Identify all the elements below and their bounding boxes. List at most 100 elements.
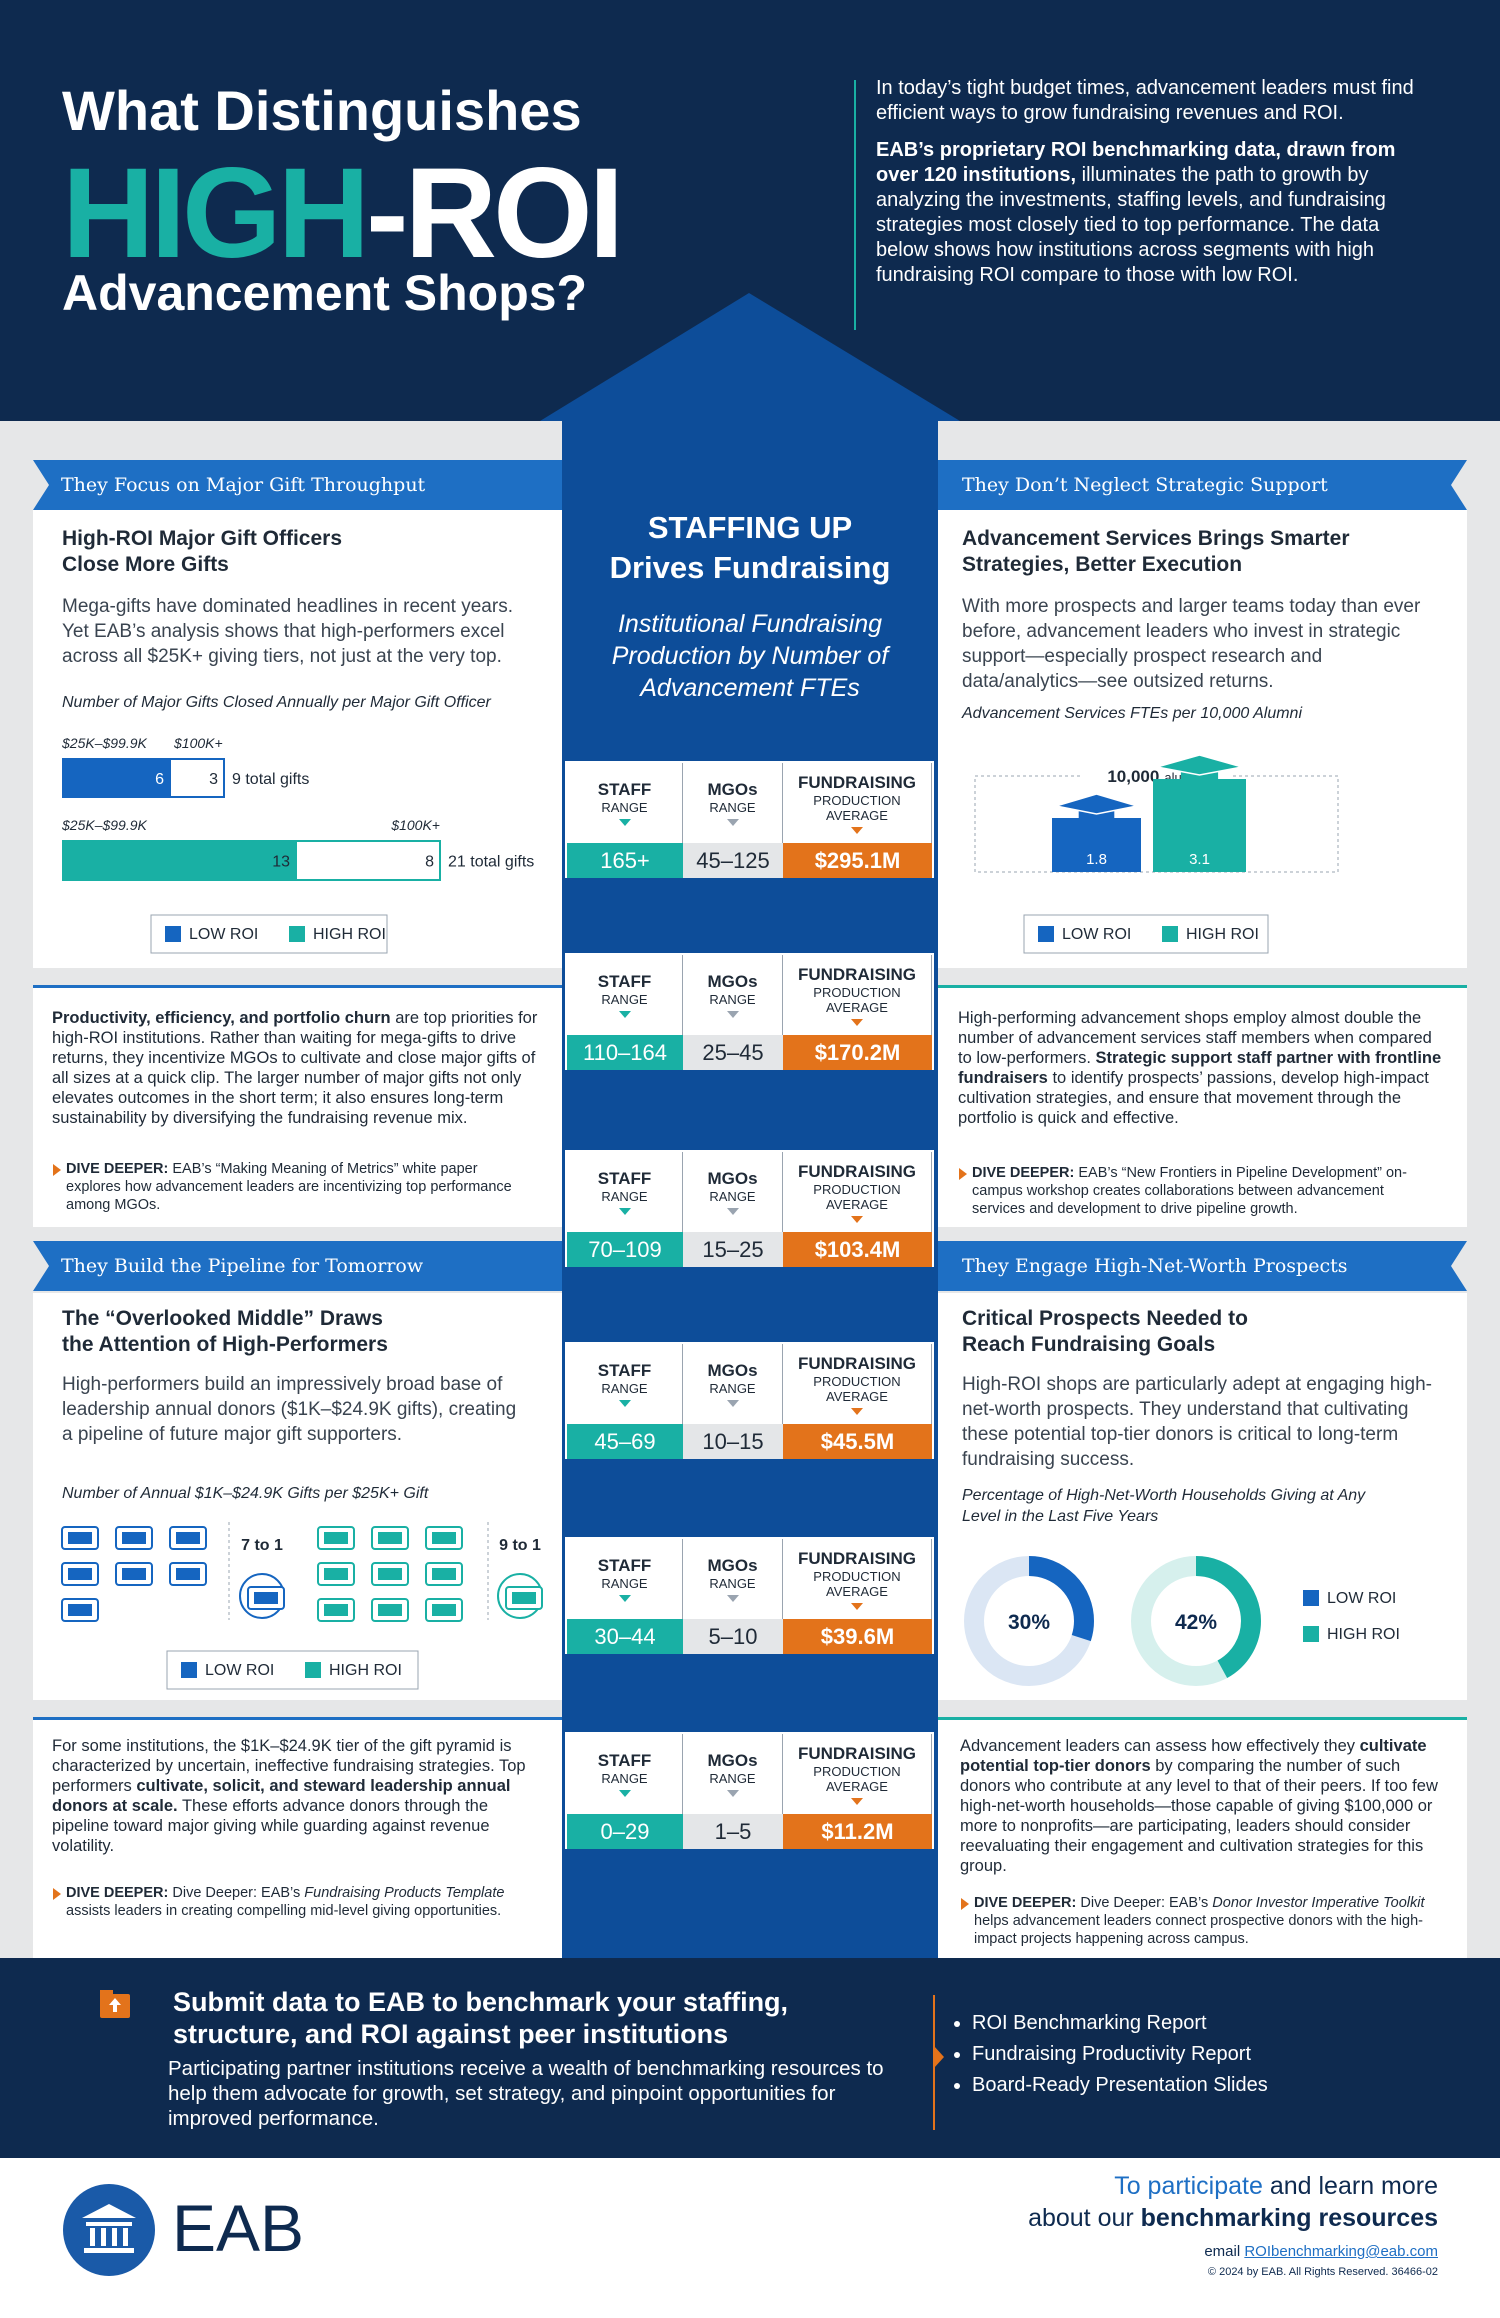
tier-value: 15–25 [683, 1232, 783, 1267]
intro-text: EAB’s proprietary ROI benchmarking data,… [876, 138, 1416, 288]
footer-bold: benchmarking resources [1140, 2204, 1438, 2232]
dive-deeper: DIVE DEEPER: EAB’s “New Frontiers in Pip… [958, 1164, 1438, 1218]
dive-text: Dive Deeper: EAB’s [1080, 1895, 1209, 1911]
tier-header: FUNDRAISING PRODUCTION AVERAGE [783, 1344, 932, 1424]
card-rule [938, 1717, 1467, 1720]
tier-header: MGOs RANGE [683, 1344, 783, 1424]
cta-bullet: Fundraising Productivity Report [972, 2039, 1268, 2070]
card-text: Advancement leaders can assess how effec… [960, 1736, 1450, 1876]
text: to identify prospects’ passions, develop… [958, 1069, 1429, 1127]
tier-sublabel: PRODUCTION [813, 1763, 901, 1779]
tier-table: STAFF RANGE 165+ MGOs RANGE 45–125 FUNDRAISING… [565, 761, 934, 878]
tier-value: 165+ [567, 843, 683, 878]
tier-header: STAFF RANGE [567, 1152, 683, 1232]
tier-sublabel: RANGE [601, 1189, 648, 1204]
tier-sublabel: RANGE [601, 992, 648, 1007]
dive-title: Donor Investor Imperative Toolkit [1212, 1895, 1425, 1911]
tier-table: STAFF RANGE 110–164 MGOs RANGE 25–45 FUNDRAISI… [565, 953, 934, 1070]
tier-header: MGOs RANGE [683, 763, 783, 843]
card-rule [33, 985, 562, 988]
dive-label: DIVE DEEPER: [972, 1165, 1075, 1181]
section-banner: They Focus on Major Gift Throughput [33, 460, 562, 510]
card-body: With more prospects and larger teams tod… [962, 596, 1421, 692]
chart-caption: Advancement Services FTEs per 10,000 Alu… [962, 705, 1303, 722]
tier-header: STAFF RANGE [567, 1734, 683, 1814]
tier-pointer [618, 1790, 631, 1797]
intro-text: In today’s tight budget times, advanceme… [876, 77, 1414, 124]
card [938, 1719, 1467, 1958]
footer-accent: To participate [1114, 2172, 1263, 2200]
tier-label: STAFF [597, 1169, 652, 1188]
card-body: High-performers build an impressively br… [62, 1374, 517, 1445]
tier-pointer [726, 1400, 739, 1407]
tier-sublabel: PRODUCTION [813, 1181, 901, 1197]
intro-bold: EAB’s proprietary ROI benchmarking data,… [876, 139, 1396, 186]
dive-label: DIVE DEEPER: [974, 1895, 1077, 1911]
card [33, 1719, 562, 1958]
card-rule [938, 985, 1467, 988]
tier-sublabel: AVERAGE [826, 1388, 888, 1404]
chart-caption: Number of Major Gifts Closed Annually pe… [62, 694, 491, 711]
card-heading: The “Overlooked Middle” Draws the Attent… [62, 1307, 388, 1356]
tier-value: 30–44 [567, 1619, 683, 1654]
tier-header: MGOs RANGE [683, 1539, 783, 1619]
tier-value: 1–5 [683, 1814, 783, 1849]
footer-line: To participate and learn more [1028, 2170, 1438, 2202]
tier-sublabel: AVERAGE [826, 1196, 888, 1212]
tier-sublabel: RANGE [601, 800, 648, 815]
tier-label: MGOs [707, 1751, 758, 1770]
tier-value: $295.1M [783, 843, 932, 878]
text: For some institutions, the $1K–$24.9K ti… [52, 1737, 526, 1795]
dive-label: DIVE DEEPER: [66, 1885, 169, 1901]
title-accent: HIGH [62, 142, 370, 285]
dive-text: helps advancement leaders connect prospe… [974, 1913, 1423, 1947]
dive-deeper: DIVE DEEPER: Dive Deeper: EAB’s Donor In… [960, 1894, 1430, 1948]
tier-sublabel: RANGE [709, 1576, 756, 1591]
tier-label: FUNDRAISING [797, 1743, 917, 1763]
text: are top priorities for high-ROI institut… [52, 1009, 538, 1127]
tier-label: STAFF [597, 1361, 652, 1380]
tier-header: FUNDRAISING PRODUCTION AVERAGE [783, 1734, 932, 1814]
cta-icon [109, 1998, 121, 2012]
card [33, 987, 562, 1227]
tier-pointer [618, 1011, 631, 1018]
email-link[interactable]: ROIbenchmarking@eab.com [1244, 2243, 1438, 2260]
section-banner: They Engage High-Net-Worth Prospects [938, 1241, 1467, 1291]
tier-pointer [618, 1208, 631, 1215]
text: High-performing advancement shops employ… [958, 1009, 1432, 1067]
tier-header: STAFF RANGE [567, 955, 683, 1035]
tier-pointer [726, 819, 739, 826]
tier-table: STAFF RANGE 0–29 MGOs RANGE 1–5 FUNDRAISING PRO… [565, 1732, 934, 1849]
dive-deeper: DIVE DEEPER: EAB’s “Making Meaning of Me… [52, 1160, 512, 1214]
copyright: © 2024 by EAB. All Rights Reserved. 3646… [1207, 2266, 1438, 2278]
tier-label: STAFF [597, 780, 652, 799]
cta-heading: Submit data to EAB to benchmark your sta… [173, 1987, 789, 2049]
dive-text: assists leaders in creating compelling m… [66, 1903, 502, 1919]
title-line: Advancement Shops? [62, 265, 588, 321]
card-text: Productivity, efficiency, and portfolio … [52, 1008, 542, 1128]
tier-sublabel: PRODUCTION [813, 1373, 901, 1389]
tier-value: 5–10 [683, 1619, 783, 1654]
arrow-head [540, 293, 960, 421]
footer-email: email ROIbenchmarking@eab.com [1028, 2240, 1438, 2264]
cta-body: Participating partner institutions recei… [168, 2057, 884, 2130]
dive-text: Dive Deeper: EAB’s [172, 1885, 301, 1901]
center-heading: STAFFING UP Drives Fundraising Instituti… [562, 508, 938, 704]
text-bold: Strategic support staff partner with fro… [958, 1049, 1442, 1087]
tier-pointer [851, 1602, 863, 1610]
tier-label: STAFF [597, 1751, 652, 1770]
tier-value: 25–45 [683, 1035, 783, 1070]
cta-divider [934, 2046, 944, 2068]
tier-pointer [851, 826, 863, 834]
text: Advancement leaders can assess how effec… [960, 1737, 1355, 1755]
card [33, 1293, 562, 1700]
tier-value: $45.5M [783, 1424, 932, 1459]
tier-value: 70–109 [567, 1232, 683, 1267]
email-label: email [1204, 2243, 1241, 2260]
tier-pointer [618, 819, 631, 826]
tier-sublabel: RANGE [601, 1771, 648, 1786]
title-rest: -ROI [366, 142, 624, 285]
tier-sublabel: RANGE [709, 992, 756, 1007]
title-line: HIGH-ROI [62, 140, 624, 287]
tier-pointer [726, 1011, 739, 1018]
